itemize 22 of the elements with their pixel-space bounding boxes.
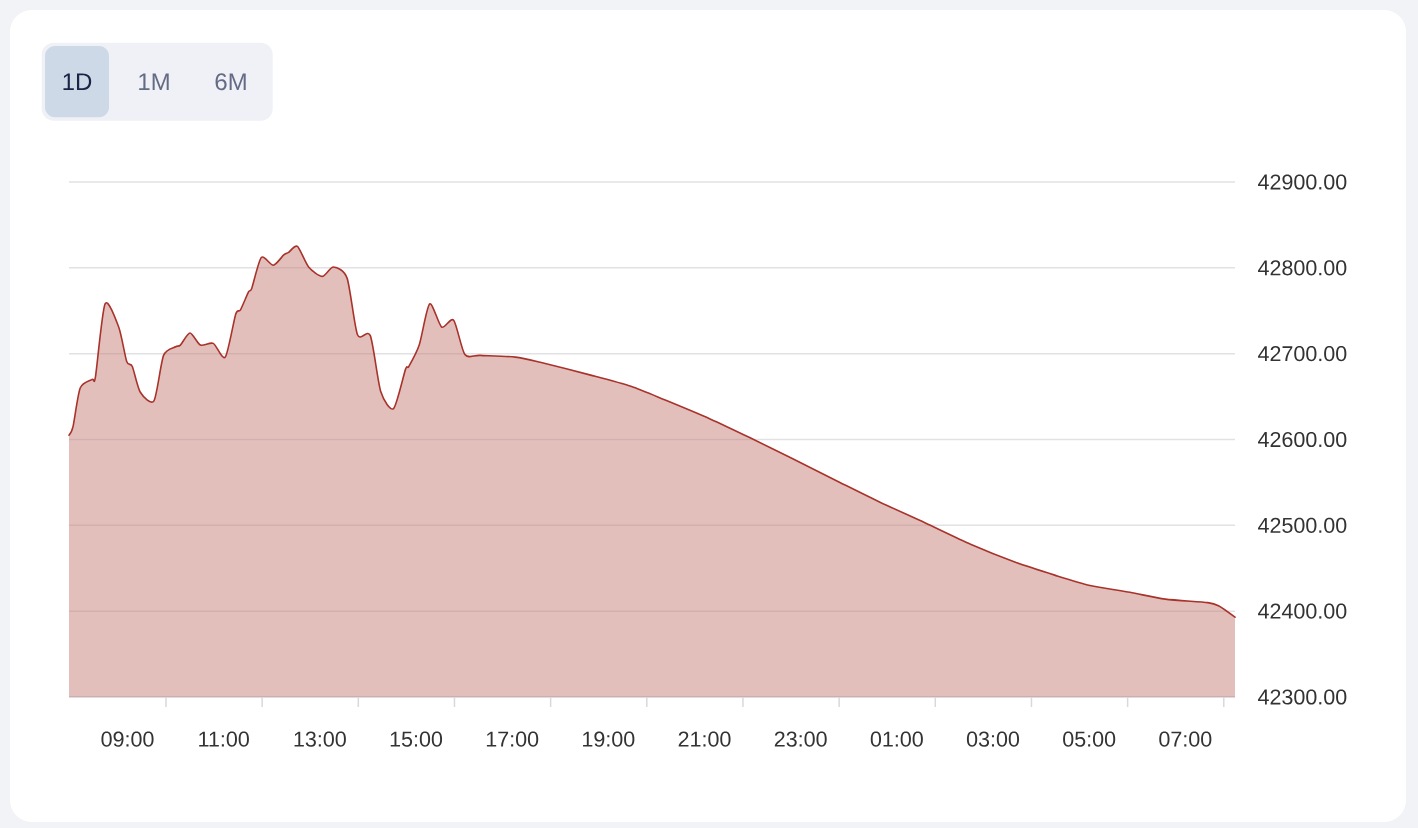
y-tick-label: 42700.00 [1258,346,1347,362]
x-tick-label: 09:00 [101,731,154,747]
x-tick-label: 01:00 [870,731,923,747]
x-tick-label: 05:00 [1063,731,1116,747]
y-tick-label: 42800.00 [1258,260,1347,276]
y-tick-label: 42300.00 [1258,689,1347,705]
x-tick-label: 19:00 [583,731,635,747]
x-tick-label: 21:00 [678,731,731,747]
text: 1M [139,73,169,90]
y-tick-label: 42600.00 [1258,431,1347,448]
x-tick-label: 23:00 [774,731,827,747]
text: 6M [215,73,246,91]
x-tick-label: 11:00 [199,731,249,747]
y-tick-label: 42400.00 [1258,603,1347,619]
text: 1D [63,73,92,90]
y-tick-label: 42500.00 [1258,517,1347,533]
y-tick-label: 42900.00 [1258,174,1347,190]
x-tick-label: 13:00 [294,731,346,747]
x-tick-label: 15:00 [390,731,443,747]
x-tick-label: 03:00 [966,731,1020,747]
x-tick-label: 07:00 [1159,731,1212,747]
x-tick-label: 17:00 [486,731,539,747]
